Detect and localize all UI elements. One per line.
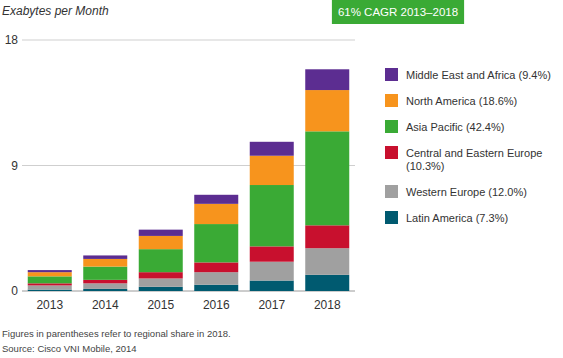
bar-segment — [250, 262, 294, 281]
legend-line: Middle East and Africa (9.4%) — [406, 69, 551, 81]
legend-line: Asia Pacific (42.4%) — [406, 121, 504, 133]
bar-segment — [250, 156, 294, 185]
legend-line: North America (18.6%) — [406, 95, 517, 107]
bar-segment — [28, 285, 72, 289]
x-tick-label: 2014 — [92, 298, 119, 312]
bar-segment — [194, 272, 238, 285]
bar-segment — [83, 280, 127, 283]
bar-segment — [250, 185, 294, 246]
bar-segment — [305, 248, 349, 275]
bar-segment — [83, 255, 127, 258]
bar-segment — [139, 230, 183, 236]
legend-swatch — [385, 211, 398, 224]
bar-segment — [83, 259, 127, 267]
bar-segment — [305, 275, 349, 291]
legend-label: Western Europe (12.0%) — [406, 186, 527, 198]
legend-label: Asia Pacific (42.4%) — [406, 121, 504, 133]
bars — [28, 69, 350, 291]
bar-segment — [250, 281, 294, 291]
bar-segment — [194, 195, 238, 204]
legend-swatch — [385, 94, 398, 107]
badge — [332, 0, 464, 24]
legend-line: Central and Eastern Europe — [406, 147, 542, 159]
bar-segment — [305, 225, 349, 248]
legend-label: North America (18.6%) — [406, 95, 517, 107]
grid-line — [22, 165, 355, 166]
bar-segment — [28, 276, 72, 283]
bar-segment — [305, 69, 349, 90]
bar-segment — [28, 272, 72, 276]
legend-label: Middle East and Africa (9.4%) — [406, 69, 551, 81]
bar-segment — [194, 204, 238, 224]
x-tick-label: 2016 — [203, 298, 230, 312]
x-tick-label: 2013 — [36, 298, 63, 312]
legend-line: (10.3%) — [406, 160, 445, 172]
chart: 0 9 18 Exabytes per Month 2013 2014 2015 2016 20… — [0, 0, 563, 358]
legend-swatch — [385, 185, 398, 198]
bar-segment — [139, 249, 183, 272]
bar-segment — [83, 289, 127, 291]
bar-segment — [28, 283, 72, 285]
baseline — [22, 291, 355, 292]
bar-segment — [194, 224, 238, 262]
bar-segment — [28, 290, 72, 291]
legend-label: Central and Eastern Europe(10.3%) — [406, 147, 542, 172]
badge-text: 61% CAGR 2013–2018 — [338, 6, 458, 18]
x-tick-label: 2015 — [147, 298, 174, 312]
bar-segment — [139, 236, 183, 249]
legend-line: Latin America (7.3%) — [406, 212, 508, 224]
x-tick-label: 2018 — [314, 298, 341, 312]
bar-segment — [139, 278, 183, 286]
bar-segment — [139, 287, 183, 291]
y-tick-label: 9 — [11, 159, 18, 173]
grid-line — [22, 40, 355, 41]
legend-swatch — [385, 120, 398, 133]
bar-segment — [194, 285, 238, 291]
bar-segment — [305, 90, 349, 131]
y-tick-label: 0 — [11, 284, 18, 298]
legend-swatch — [385, 146, 398, 159]
legend-swatch — [385, 68, 398, 81]
bar-segment — [28, 270, 72, 272]
bar-segment — [83, 267, 127, 280]
legend-line: Western Europe (12.0%) — [406, 186, 527, 198]
x-tick-label: 2017 — [258, 298, 285, 312]
footnote: Figures in parentheses refer to regional… — [2, 328, 231, 339]
footnote: Source: Cisco VNI Mobile, 2014 — [2, 343, 137, 354]
y-axis-label: Exabytes per Month — [2, 4, 109, 18]
bar-segment — [83, 283, 127, 289]
y-tick-label: 18 — [5, 33, 19, 47]
legend-label: Latin America (7.3%) — [406, 212, 508, 224]
bar-segment — [194, 262, 238, 272]
bar-segment — [139, 272, 183, 278]
bar-segment — [250, 142, 294, 156]
bar-segment — [250, 246, 294, 261]
bar-segment — [305, 131, 349, 225]
